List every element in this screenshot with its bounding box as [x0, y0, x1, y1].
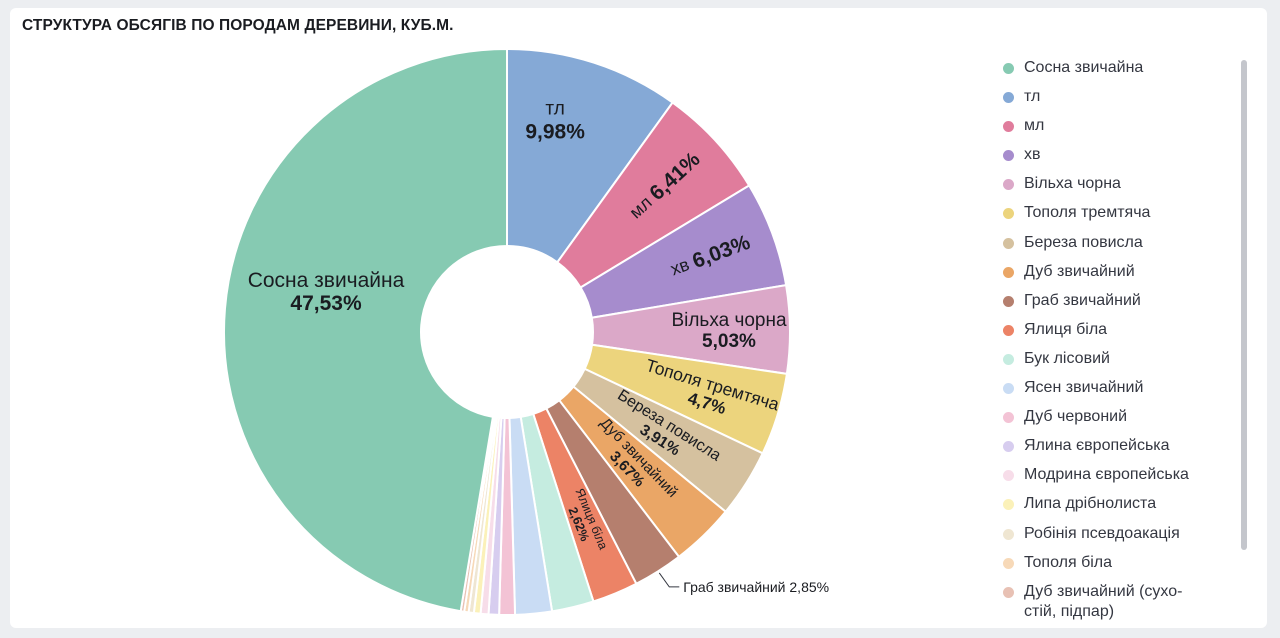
slice-label-name: Сосна звичайна: [248, 269, 405, 292]
legend-label: Тополя біла: [1024, 553, 1113, 571]
legend-item[interactable]: Дуб червоний: [1000, 405, 1225, 434]
legend-options-icon[interactable]: [1224, 322, 1225, 338]
legend-swatch-icon: [1003, 441, 1014, 453]
legend-item[interactable]: Ялиця біла: [1000, 318, 1225, 347]
slice-label-name: тл: [545, 99, 564, 120]
pie-chart[interactable]: тл9,98%мл 6,41%хв 6,03%Вільха чорна5,03%…: [10, 8, 990, 628]
legend-item[interactable]: Береза повисла: [1000, 231, 1225, 260]
legend-options-icon[interactable]: [1224, 176, 1225, 192]
slice-label-name: Вільха чорна: [671, 310, 787, 331]
legend-item[interactable]: тл: [1000, 85, 1225, 114]
legend-item[interactable]: мл: [1000, 114, 1225, 143]
legend-swatch-icon: [1003, 586, 1014, 598]
legend-label: Дуб звичайний (сухо-стій, підпар): [1024, 582, 1183, 620]
legend-item[interactable]: Граб звичайний: [1000, 289, 1225, 318]
legend-label: Граб звичайний: [1024, 291, 1141, 309]
legend-options-icon[interactable]: [1224, 89, 1225, 105]
legend-options-icon[interactable]: [1224, 380, 1225, 396]
slice-label-value: 5,03%: [702, 331, 756, 352]
legend-item[interactable]: Ялина європейська: [1000, 434, 1225, 463]
legend-options-icon[interactable]: [1224, 526, 1225, 542]
chart-panel: СТРУКТУРА ОБСЯГІВ ПО ПОРОДАМ ДЕРЕВИНИ, К…: [10, 8, 1267, 628]
legend-options-icon[interactable]: [1224, 496, 1225, 512]
legend-item[interactable]: Тополя біла: [1000, 551, 1225, 580]
pie-slice[interactable]: [506, 47, 675, 264]
legend-swatch-icon: [1003, 470, 1014, 482]
legend-swatch-icon: [1003, 179, 1014, 191]
legend-options-icon[interactable]: [1224, 147, 1225, 163]
slice-label: тл9,98%: [525, 99, 585, 144]
legend-swatch-icon: [1003, 383, 1014, 395]
legend-item[interactable]: Дуб звичайний: [1000, 260, 1225, 289]
leader-line: [658, 572, 680, 588]
legend-options-icon[interactable]: [1224, 584, 1225, 600]
legend-label: тл: [1024, 88, 1041, 106]
legend-item[interactable]: Бук лісовий: [1000, 347, 1225, 376]
legend-item[interactable]: Модрина європейська: [1000, 463, 1225, 492]
legend-item[interactable]: Ясен звичайний: [1000, 376, 1225, 405]
legend-scrollbar[interactable]: [1241, 60, 1247, 550]
legend-options-icon[interactable]: [1224, 60, 1225, 76]
legend-label: Сосна звичайна: [1024, 59, 1144, 76]
legend-swatch-icon: [1003, 121, 1014, 133]
panel-title: СТРУКТУРА ОБСЯГІВ ПО ПОРОДАМ ДЕРЕВИНИ, К…: [22, 17, 454, 34]
legend-options-icon[interactable]: [1224, 235, 1225, 251]
legend-label: Дуб звичайний: [1024, 262, 1135, 280]
legend-swatch-icon: [1003, 324, 1014, 336]
legend-options-icon[interactable]: [1224, 205, 1225, 221]
legend-label: Ялина європейська: [1024, 437, 1170, 455]
slice-label-value: 9,98%: [525, 120, 585, 143]
legend-item[interactable]: хв: [1000, 143, 1225, 172]
legend-label: Ялиця біла: [1024, 320, 1108, 338]
legend-label: Ясен звичайний: [1024, 379, 1144, 397]
legend-item[interactable]: Дуб звичайний (сухо-стій, підпар): [1000, 580, 1225, 620]
legend-swatch-icon: [1003, 499, 1014, 511]
legend-swatch-icon: [1003, 528, 1014, 540]
legend-label: Модрина європейська: [1024, 466, 1189, 484]
legend-item[interactable]: Тополя тремтяча: [1000, 201, 1225, 230]
legend: Сосна звичайна тл мл хв Вільха чорна Тополя т…: [1000, 56, 1225, 626]
legend-label: Бук лісовий: [1024, 349, 1110, 367]
legend-item[interactable]: Вільха чорна: [1000, 172, 1225, 201]
legend-swatch-icon: [1003, 353, 1014, 365]
legend-swatch-icon: [1003, 150, 1014, 162]
legend-options-icon[interactable]: [1224, 264, 1225, 280]
legend-options-icon[interactable]: [1224, 409, 1225, 425]
slice-label-value: 47,53%: [290, 292, 362, 315]
legend-label: Вільха чорна: [1024, 175, 1121, 193]
legend-label: Береза повисла: [1024, 233, 1143, 251]
legend-swatch-icon: [1003, 557, 1014, 569]
legend-label: Тополя тремтяча: [1024, 204, 1151, 222]
legend-swatch-icon: [1003, 208, 1014, 220]
legend-swatch-icon: [1003, 266, 1014, 278]
legend-label: Робінія псевдоакація: [1024, 524, 1180, 542]
legend-swatch-icon: [1003, 63, 1014, 74]
external-slice-label: Граб звичайний 2,85%: [683, 579, 829, 595]
legend-label: мл: [1024, 117, 1045, 135]
legend-swatch-icon: [1003, 237, 1014, 249]
legend-label: Дуб червоний: [1024, 408, 1128, 426]
legend-options-icon[interactable]: [1224, 351, 1225, 367]
legend-item[interactable]: Сосна звичайна: [1000, 56, 1225, 85]
legend-label: хв: [1024, 146, 1041, 164]
legend-options-icon[interactable]: [1224, 467, 1225, 483]
legend-label: Липа дрібнолиста: [1024, 495, 1157, 513]
pie-slice[interactable]: [223, 47, 508, 613]
legend-options-icon[interactable]: [1224, 293, 1225, 309]
legend-swatch-icon: [1003, 295, 1014, 307]
legend-swatch-icon: [1003, 92, 1014, 104]
legend-item[interactable]: Липа дрібнолиста: [1000, 492, 1225, 521]
legend-options-icon[interactable]: [1224, 118, 1225, 134]
legend-swatch-icon: [1003, 412, 1014, 424]
legend-options-icon[interactable]: [1224, 555, 1225, 571]
legend-item[interactable]: Робінія псевдоакація: [1000, 522, 1225, 551]
legend-options-icon[interactable]: [1224, 438, 1225, 454]
